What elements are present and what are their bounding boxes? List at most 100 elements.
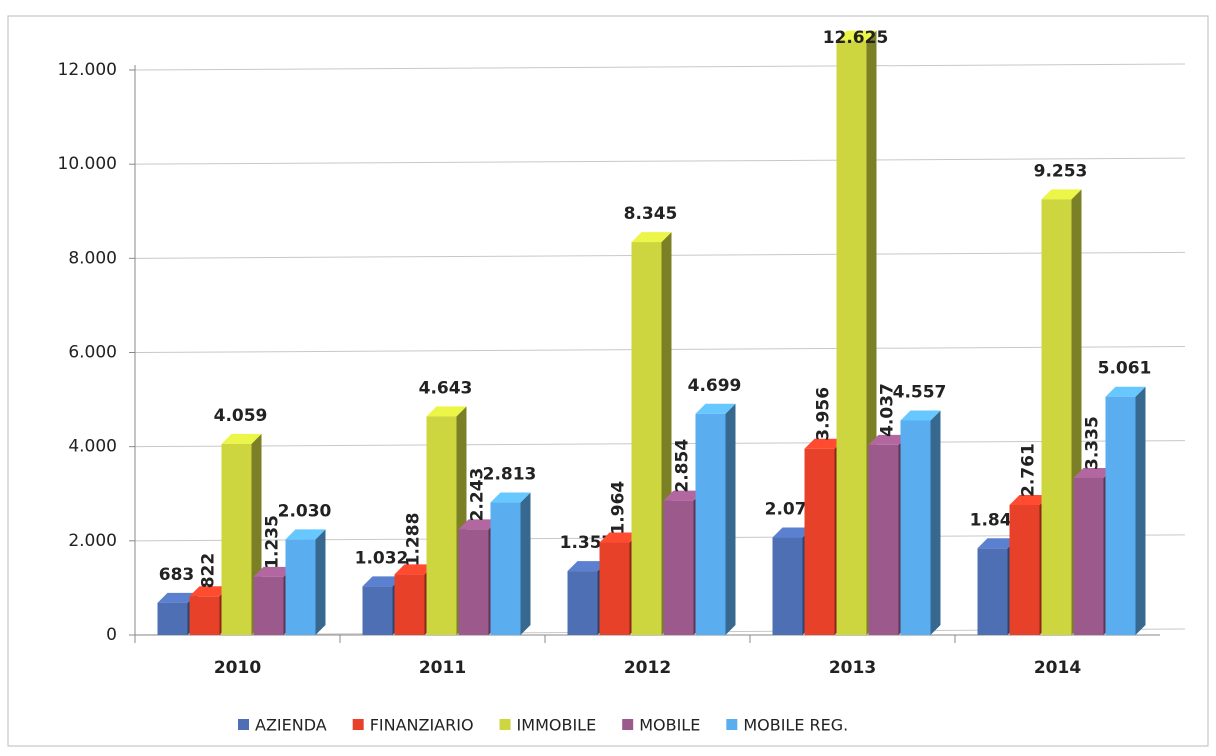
legend-label: MOBILE REG. <box>743 716 848 735</box>
bar-side <box>930 410 941 635</box>
value-label: 3.956 <box>814 387 834 441</box>
bar <box>772 537 803 635</box>
value-label: 2.854 <box>673 439 693 493</box>
legend-label: FINANZIARIO <box>370 716 474 735</box>
value-label: 822 <box>199 553 219 589</box>
bar-top <box>189 586 230 597</box>
bar <box>362 586 393 635</box>
y-tick-label: 6.000 <box>68 343 117 363</box>
bar <box>490 502 521 635</box>
bar <box>1073 477 1104 635</box>
bar-side <box>725 403 736 635</box>
x-tick-label: 2010 <box>214 658 261 678</box>
y-tick-label: 12.000 <box>58 60 117 80</box>
bar-top <box>394 564 435 575</box>
bar-top <box>490 492 531 503</box>
bar <box>458 529 489 635</box>
bar-top <box>1105 386 1146 397</box>
bar <box>189 596 220 635</box>
bar <box>599 542 630 635</box>
bar <box>695 413 726 635</box>
bar <box>285 539 316 635</box>
bar <box>1105 396 1136 635</box>
bar <box>1041 199 1072 635</box>
value-label: 8.345 <box>624 204 678 224</box>
bar <box>977 548 1008 635</box>
bar-top <box>977 538 1018 549</box>
bar <box>836 40 867 635</box>
legend-label: AZIENDA <box>255 716 327 735</box>
bar <box>900 420 931 635</box>
value-label: 1.964 <box>609 481 629 535</box>
bar-top <box>868 434 909 445</box>
grid-line <box>134 157 1186 165</box>
bar-top <box>804 438 845 449</box>
value-label: 2.243 <box>468 468 488 522</box>
bar-top <box>1073 467 1114 478</box>
value-label: 4.037 <box>878 383 898 437</box>
bar-top <box>663 490 704 501</box>
bar <box>394 574 425 635</box>
bar <box>426 416 457 635</box>
value-label: 4.557 <box>893 382 947 402</box>
x-tick-label: 2014 <box>1034 658 1081 678</box>
y-tick-label: 4.000 <box>68 437 117 457</box>
bar <box>221 443 252 635</box>
y-tick-label: 0 <box>106 625 117 645</box>
value-label: 4.699 <box>688 376 742 396</box>
value-label: 4.059 <box>214 406 268 426</box>
bar <box>157 602 188 635</box>
legend-swatch <box>622 719 634 730</box>
value-label: 3.335 <box>1083 416 1103 470</box>
bar-top <box>157 592 198 603</box>
value-label: 9.253 <box>1034 161 1088 181</box>
y-tick-label: 8.000 <box>68 248 117 268</box>
bar-top <box>836 30 877 41</box>
y-tick-label: 10.000 <box>58 154 117 174</box>
bar-side <box>520 492 531 635</box>
legend-swatch <box>238 719 249 730</box>
bar <box>663 500 694 635</box>
x-tick-label: 2011 <box>419 658 466 678</box>
bar <box>253 576 284 635</box>
x-tick-label: 2012 <box>624 658 671 678</box>
bar-top <box>567 561 608 572</box>
legend-swatch <box>499 719 511 730</box>
bar-top <box>426 406 467 417</box>
bar-top <box>772 527 813 538</box>
value-label: 683 <box>159 565 195 585</box>
bar-top <box>1041 189 1082 200</box>
value-label: 12.625 <box>823 28 889 48</box>
bar-top <box>253 566 294 577</box>
bar-side <box>315 529 326 635</box>
value-label: 1.235 <box>263 515 283 569</box>
bar <box>804 448 835 635</box>
bar-top <box>631 232 672 243</box>
bar <box>631 242 662 635</box>
bar <box>567 571 598 635</box>
bar-top <box>221 433 262 444</box>
value-label: 2.813 <box>483 465 537 485</box>
value-label: 1.032 <box>355 548 409 568</box>
value-label: 4.643 <box>419 378 473 398</box>
bar-side <box>1135 386 1146 635</box>
bar <box>1009 505 1040 635</box>
bar-top <box>285 529 326 540</box>
legend-label: MOBILE <box>639 716 700 735</box>
y-tick-label: 2.000 <box>68 531 117 551</box>
bar-top <box>458 519 499 530</box>
value-label: 2.761 <box>1019 443 1039 497</box>
value-label: 2.030 <box>278 501 332 521</box>
chart-frame <box>7 15 1209 747</box>
bar-top <box>362 576 403 587</box>
legend-swatch <box>352 719 364 730</box>
bar-top <box>695 403 736 414</box>
legend-label: IMMOBILE <box>517 716 597 735</box>
x-tick-label: 2013 <box>829 658 876 678</box>
bar-top <box>1009 495 1050 506</box>
value-label: 1.288 <box>404 513 424 567</box>
bar <box>868 444 899 635</box>
legend-swatch <box>726 719 738 730</box>
grid-line <box>134 63 1186 71</box>
